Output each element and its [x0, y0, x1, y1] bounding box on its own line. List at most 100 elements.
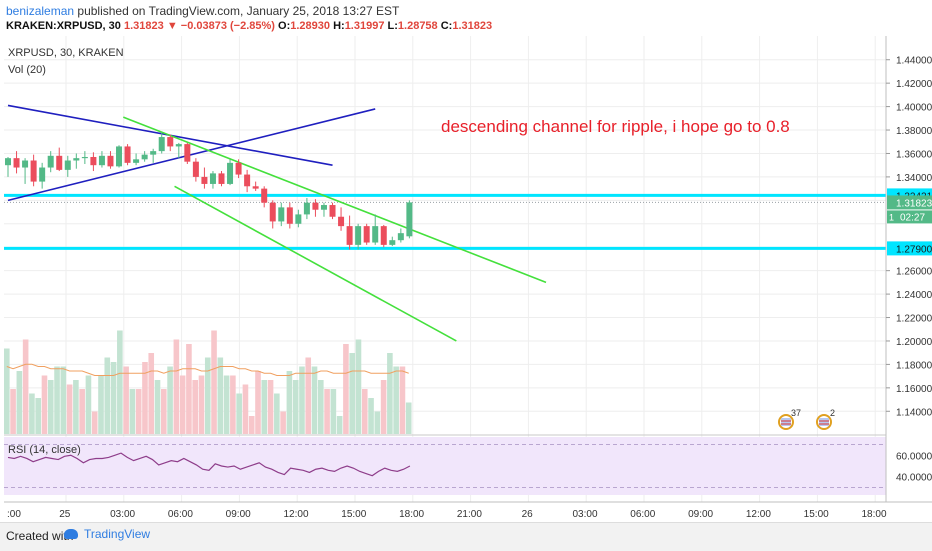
cloud-logo-icon — [64, 529, 78, 539]
volume-bar — [35, 398, 41, 434]
candle-body — [235, 162, 242, 175]
candle-body — [269, 202, 276, 222]
volume-bar — [368, 398, 374, 434]
candle-body — [175, 144, 182, 147]
candle-body — [252, 186, 259, 189]
candle-body — [303, 202, 310, 215]
author-link[interactable]: benizaleman — [6, 4, 75, 18]
time-tick-label: 18:00 — [861, 509, 886, 520]
volume-bar — [305, 357, 312, 434]
volume-bar — [380, 380, 387, 434]
low-value: 1.28758 — [397, 20, 438, 32]
candle-body — [261, 188, 268, 203]
footer: Created with TradingView — [0, 522, 932, 551]
volume-bar — [186, 344, 192, 434]
level-price-tag — [887, 241, 932, 256]
volume-bar — [179, 375, 186, 434]
event-flag-icon[interactable]: 37 — [778, 408, 801, 430]
close-value: 1.31823 — [452, 20, 493, 32]
price-tick-label: 1.26000 — [896, 267, 932, 278]
chart-header: benizaleman published on TradingView.com… — [0, 0, 932, 36]
volume-bar — [399, 366, 406, 434]
candle-body — [141, 154, 148, 160]
rsi-tick-label: 60.0000 — [896, 451, 932, 462]
close-label: C: — [440, 20, 453, 32]
candle-body — [389, 240, 396, 245]
time-tick-label: 15:00 — [804, 509, 829, 520]
publish-text: published on TradingView.com, January 25… — [77, 4, 400, 18]
volume-bar — [261, 380, 268, 434]
open-label: O: — [278, 20, 291, 32]
time-tick-label: :00 — [7, 509, 21, 520]
volume-bar — [60, 366, 67, 434]
price-tick-label: 1.40000 — [896, 103, 932, 114]
candle-body — [5, 158, 11, 166]
candle-body — [73, 158, 80, 161]
volume-bar — [29, 393, 35, 434]
volume-bar — [66, 384, 73, 434]
volume-bar — [110, 362, 117, 434]
rsi-series-line — [7, 452, 411, 477]
price-tick-label: 1.44000 — [896, 56, 932, 67]
price-chart[interactable]: 1.44000 1.42000 1.40000 1.38000 1.36000 1.340… — [0, 36, 932, 522]
candle-body — [192, 161, 199, 177]
volume-bar — [355, 339, 362, 434]
volume-bar — [217, 357, 224, 434]
open-value: 1.28930 — [290, 20, 331, 32]
ohlc-line: KRAKEN:XRPUSD, 30 1.31823 ▼ −0.03873 (−2… — [6, 20, 492, 32]
volume-bar — [211, 330, 217, 434]
volume-bar — [236, 393, 242, 434]
candle-body — [13, 158, 20, 168]
price-tick-label: 1.36000 — [896, 149, 932, 160]
created-with-text: Created with — [6, 529, 74, 543]
event-flag-icon[interactable]: 2 — [816, 408, 835, 430]
countdown-prefix: 1 — [889, 212, 894, 222]
volume-label: Vol (20) — [8, 64, 46, 76]
price-tick-label: 1.16000 — [896, 384, 932, 395]
volume-bar — [311, 366, 318, 434]
volume-bar — [343, 344, 349, 434]
brand-link[interactable]: TradingView — [84, 527, 151, 541]
volume-bar — [85, 375, 92, 434]
time-axis[interactable]: :00 25 03:00 06:00 09:00 12:00 15:00 18:00 21:00… — [7, 509, 887, 520]
rsi-band — [4, 437, 886, 495]
time-tick-label: 26 — [522, 509, 534, 520]
price-tick-label: 1.24000 — [896, 290, 932, 301]
rsi-tick-label: 40.0000 — [896, 473, 932, 484]
volume-bar — [4, 348, 10, 434]
candle-body — [329, 205, 336, 217]
price-tick-label: 1.42000 — [896, 79, 932, 90]
candle-body — [133, 159, 140, 163]
volume-bar — [148, 353, 155, 434]
price-axis[interactable]: 1.44000 1.42000 1.40000 1.38000 1.36000 1.340… — [886, 56, 932, 419]
trend-line — [122, 116, 547, 284]
time-tick-label: 06:00 — [168, 509, 193, 520]
candle-body — [124, 146, 131, 163]
trend-line — [174, 185, 457, 342]
price-tick-label: 1.14000 — [896, 407, 932, 418]
volume-bars — [4, 330, 412, 434]
time-tick-label: 25 — [59, 509, 71, 520]
time-tick-label: 12:00 — [746, 509, 771, 520]
volume-bar — [330, 389, 337, 434]
volume-bar — [117, 330, 123, 434]
candle-body — [64, 160, 71, 170]
event-count: 2 — [830, 408, 835, 418]
candle-body — [22, 160, 29, 168]
candle-body — [184, 144, 191, 162]
price-tick-label: 1.20000 — [896, 337, 932, 348]
volume-bar — [280, 411, 286, 434]
chart-annotation[interactable]: descending channel for ripple, i hope go… — [441, 117, 790, 136]
candle-body — [56, 155, 63, 170]
price-tick-label: 1.18000 — [896, 360, 932, 371]
candle-body — [209, 173, 216, 184]
candle-body — [312, 202, 319, 210]
last-price-value: 1.31823 — [123, 20, 164, 32]
time-tick-label: 18:00 — [399, 509, 424, 520]
candle-body — [81, 156, 88, 159]
candle-body — [286, 207, 293, 224]
volume-bar — [324, 389, 330, 434]
volume-bar — [405, 402, 412, 434]
time-tick-label: 09:00 — [688, 509, 713, 520]
volume-bar — [161, 389, 167, 434]
